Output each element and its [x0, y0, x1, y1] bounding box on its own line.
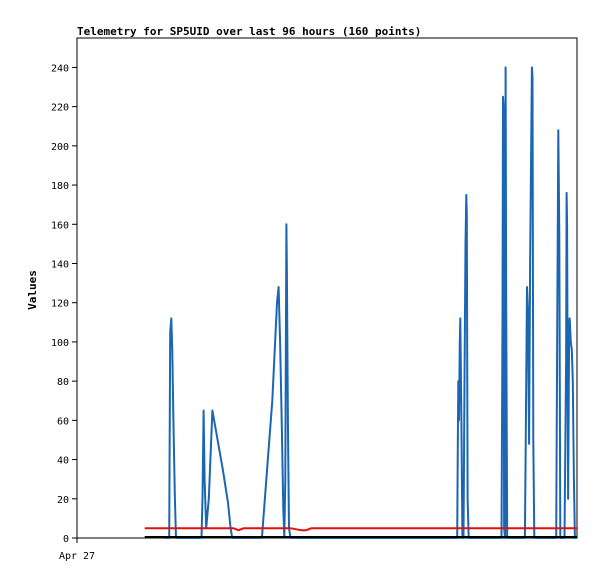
series-group — [144, 66, 577, 539]
y-axis-label: Values — [26, 270, 39, 310]
series-line-s1 — [165, 66, 577, 539]
y-tick-label: 240 — [51, 63, 69, 74]
y-tick-label: 160 — [51, 220, 69, 231]
y-tick-label: 220 — [51, 103, 69, 114]
y-tick-label: 120 — [51, 299, 69, 310]
x-axis: Apr 27 — [59, 538, 95, 562]
chart-title: Telemetry for SP5UID over last 96 hours … — [77, 25, 421, 38]
y-axis: 0 20 40 60 80 100 120 140 160 180 200 220 240 — [51, 63, 77, 545]
y-tick-label: 40 — [57, 456, 69, 467]
y-tick-label: 140 — [51, 259, 69, 270]
y-tick-label: 100 — [51, 338, 69, 349]
y-tick-label: 180 — [51, 181, 69, 192]
series-line-s2 — [144, 527, 577, 532]
y-tick-label: 20 — [57, 495, 69, 506]
y-tick-label: 200 — [51, 142, 69, 153]
y-tick-label: 0 — [63, 534, 69, 545]
x-tick-label: Apr 27 — [59, 551, 95, 562]
y-tick-label: 80 — [57, 377, 69, 388]
y-tick-label: 60 — [57, 416, 69, 427]
